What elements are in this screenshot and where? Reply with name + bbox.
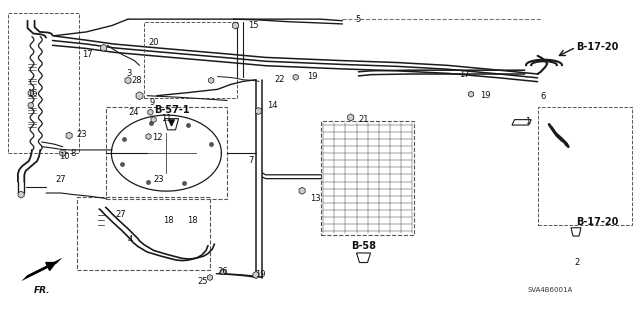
Text: 24: 24 <box>128 108 138 117</box>
Text: B-58: B-58 <box>351 241 376 251</box>
Text: 15: 15 <box>248 21 259 30</box>
Bar <box>8 13 79 153</box>
Text: 18: 18 <box>163 216 174 225</box>
Bar <box>144 22 237 98</box>
Text: 23: 23 <box>77 130 88 139</box>
Text: 26: 26 <box>218 267 228 276</box>
Text: 3: 3 <box>126 69 131 78</box>
Polygon shape <box>164 119 179 130</box>
Text: 2: 2 <box>575 258 580 267</box>
Text: 7: 7 <box>248 156 253 165</box>
FancyArrowPatch shape <box>169 120 174 125</box>
Text: 22: 22 <box>274 75 284 84</box>
Text: 16: 16 <box>28 89 38 98</box>
Text: 27: 27 <box>115 210 126 219</box>
Text: 17: 17 <box>82 50 93 59</box>
Text: 17: 17 <box>460 70 470 78</box>
Text: B-57-1: B-57-1 <box>154 106 189 115</box>
FancyArrowPatch shape <box>27 263 55 277</box>
Text: 19: 19 <box>480 91 490 100</box>
Text: 27: 27 <box>55 175 66 184</box>
Bar <box>77 197 210 270</box>
Bar <box>538 107 632 225</box>
Text: 5: 5 <box>356 15 361 24</box>
Text: 10: 10 <box>60 152 70 161</box>
Text: 1: 1 <box>525 117 530 126</box>
Text: 9: 9 <box>150 98 155 107</box>
Polygon shape <box>21 258 63 281</box>
Text: B-17-20: B-17-20 <box>576 42 618 52</box>
Bar <box>106 107 227 199</box>
Text: 25: 25 <box>197 277 207 286</box>
Text: 19: 19 <box>255 270 265 279</box>
Text: 11: 11 <box>161 114 172 123</box>
Text: 28: 28 <box>131 76 142 85</box>
Text: 19: 19 <box>307 72 317 81</box>
Polygon shape <box>571 228 581 236</box>
Text: 18: 18 <box>187 216 198 225</box>
Text: FR.: FR. <box>34 286 51 295</box>
Text: 13: 13 <box>310 194 321 203</box>
Polygon shape <box>356 253 371 263</box>
Text: 20: 20 <box>148 38 159 47</box>
Bar <box>321 121 414 235</box>
Text: B-17-20: B-17-20 <box>576 217 618 227</box>
Text: 14: 14 <box>268 101 278 110</box>
Polygon shape <box>512 120 531 125</box>
Text: 12: 12 <box>152 133 163 142</box>
Text: 6: 6 <box>541 92 546 101</box>
Text: 4: 4 <box>128 235 133 244</box>
Text: 23: 23 <box>154 175 164 184</box>
Text: SVA4B6001A: SVA4B6001A <box>528 287 573 293</box>
Text: 8: 8 <box>70 149 76 158</box>
Text: 21: 21 <box>358 115 369 124</box>
